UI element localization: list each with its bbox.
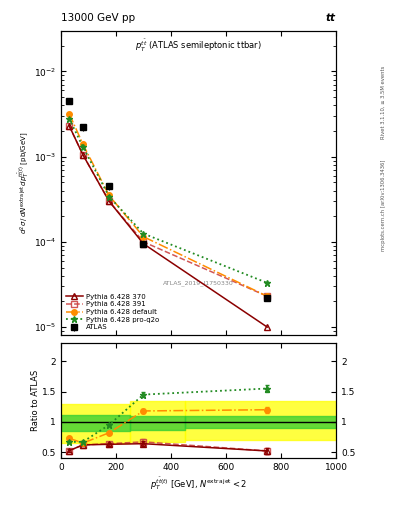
Legend: Pythia 6.428 370, Pythia 6.428 391, Pythia 6.428 default, Pythia 6.428 pro-q2o, : Pythia 6.428 370, Pythia 6.428 391, Pyth…	[64, 292, 161, 332]
Pythia 6.428 391	[67, 123, 72, 129]
Pythia 6.428 pro-q2o	[81, 144, 85, 150]
Y-axis label: $d^2\sigma\,/\,dN^{\mathrm{extra\,jet}}\,dp_T^{t\bar{t}(t)}$ [pb/GeV]: $d^2\sigma\,/\,dN^{\mathrm{extra\,jet}}\…	[16, 132, 31, 234]
Pythia 6.428 391	[81, 152, 85, 158]
Pythia 6.428 default	[81, 141, 85, 147]
Pythia 6.428 370	[141, 241, 146, 247]
Line: Pythia 6.428 pro-q2o: Pythia 6.428 pro-q2o	[66, 115, 271, 286]
Text: ATLAS_2019_I1750330: ATLAS_2019_I1750330	[163, 281, 234, 286]
Pythia 6.428 default	[265, 293, 270, 300]
Pythia 6.428 pro-q2o	[67, 115, 72, 121]
Line: Pythia 6.428 default: Pythia 6.428 default	[66, 111, 270, 299]
Pythia 6.428 default	[141, 233, 146, 240]
Text: $p_T^{t\bar{t}}$ (ATLAS semileptonic ttbar): $p_T^{t\bar{t}}$ (ATLAS semileptonic ttb…	[135, 38, 262, 54]
Line: Pythia 6.428 391: Pythia 6.428 391	[66, 123, 270, 299]
Text: 13000 GeV pp: 13000 GeV pp	[61, 13, 135, 23]
Pythia 6.428 391	[141, 239, 146, 245]
Pythia 6.428 370	[81, 152, 85, 158]
Text: tt: tt	[326, 13, 336, 23]
Text: mcplots.cern.ch [arXiv:1306.3436]: mcplots.cern.ch [arXiv:1306.3436]	[381, 159, 386, 250]
Y-axis label: Ratio to ATLAS: Ratio to ATLAS	[31, 370, 40, 431]
Pythia 6.428 default	[67, 111, 72, 117]
Pythia 6.428 370	[265, 324, 270, 330]
Pythia 6.428 370	[107, 198, 112, 204]
Pythia 6.428 391	[107, 198, 112, 204]
Text: Rivet 3.1.10, ≥ 3.5M events: Rivet 3.1.10, ≥ 3.5M events	[381, 66, 386, 139]
Pythia 6.428 pro-q2o	[141, 230, 146, 237]
X-axis label: $p_T^{t\bar{t}(t)}$ [GeV], $N^{\mathrm{extra\,jet}} < 2$: $p_T^{t\bar{t}(t)}$ [GeV], $N^{\mathrm{e…	[150, 475, 247, 492]
Pythia 6.428 391	[265, 293, 270, 300]
Pythia 6.428 pro-q2o	[107, 194, 112, 200]
Line: Pythia 6.428 370: Pythia 6.428 370	[66, 123, 270, 330]
Pythia 6.428 370	[67, 123, 72, 129]
Pythia 6.428 pro-q2o	[265, 280, 270, 286]
Pythia 6.428 default	[107, 193, 112, 199]
